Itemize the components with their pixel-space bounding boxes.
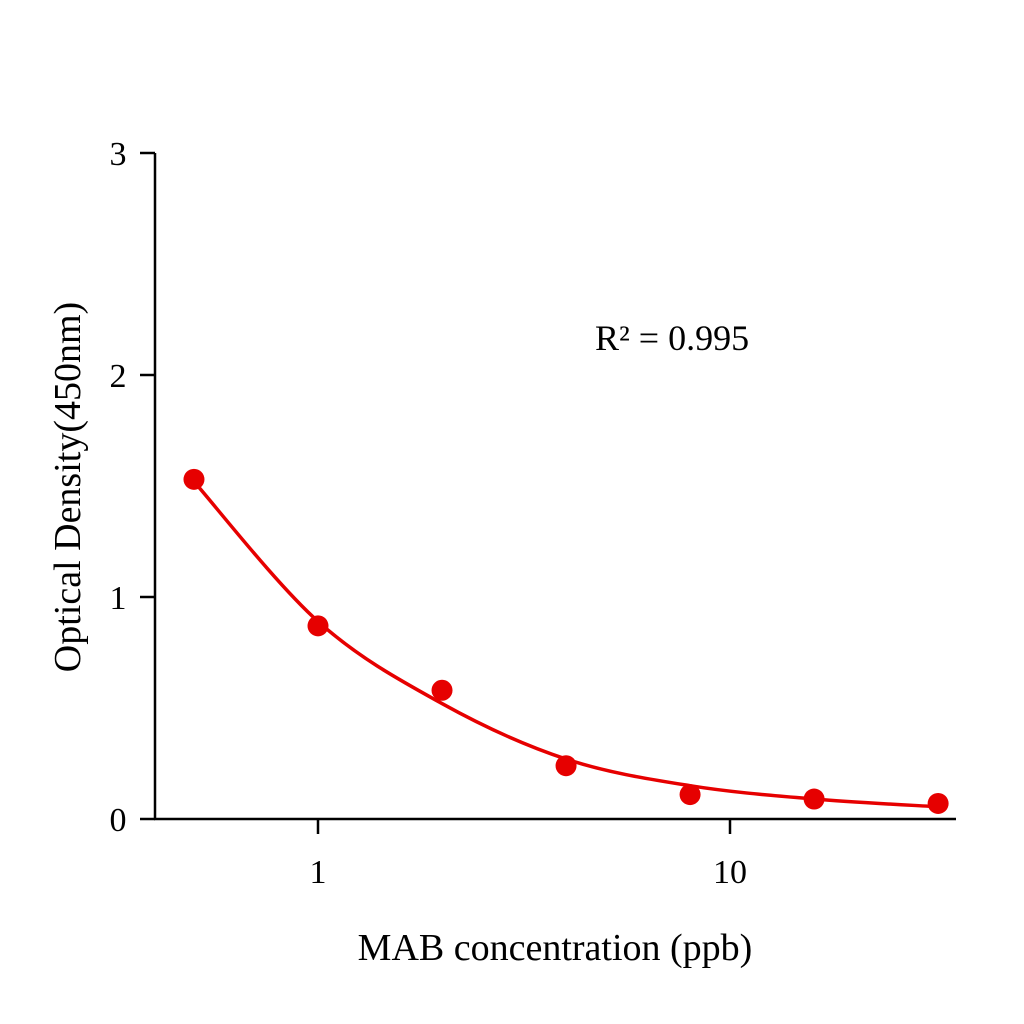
y-tick-label: 2 xyxy=(110,358,127,395)
y-tick-label: 0 xyxy=(110,802,127,839)
data-point xyxy=(927,792,949,814)
r-squared-annotation: R² = 0.995 xyxy=(595,318,749,358)
data-point xyxy=(307,615,329,637)
data-point xyxy=(555,755,577,777)
y-tick-label: 3 xyxy=(110,136,127,173)
x-tick-label: 1 xyxy=(310,854,327,891)
y-axis-label: Optical Density(450nm) xyxy=(47,302,89,672)
data-points xyxy=(183,468,949,814)
x-tick-label: 10 xyxy=(713,854,747,891)
data-point xyxy=(431,679,453,701)
y-tick-label: 1 xyxy=(110,580,127,617)
ticks: 0 1 2 3 1 10 xyxy=(110,136,748,891)
data-point xyxy=(183,468,205,490)
x-axis-label: MAB concentration (ppb) xyxy=(358,927,753,969)
data-point xyxy=(679,784,701,806)
data-point xyxy=(803,788,825,810)
axes xyxy=(153,153,956,821)
